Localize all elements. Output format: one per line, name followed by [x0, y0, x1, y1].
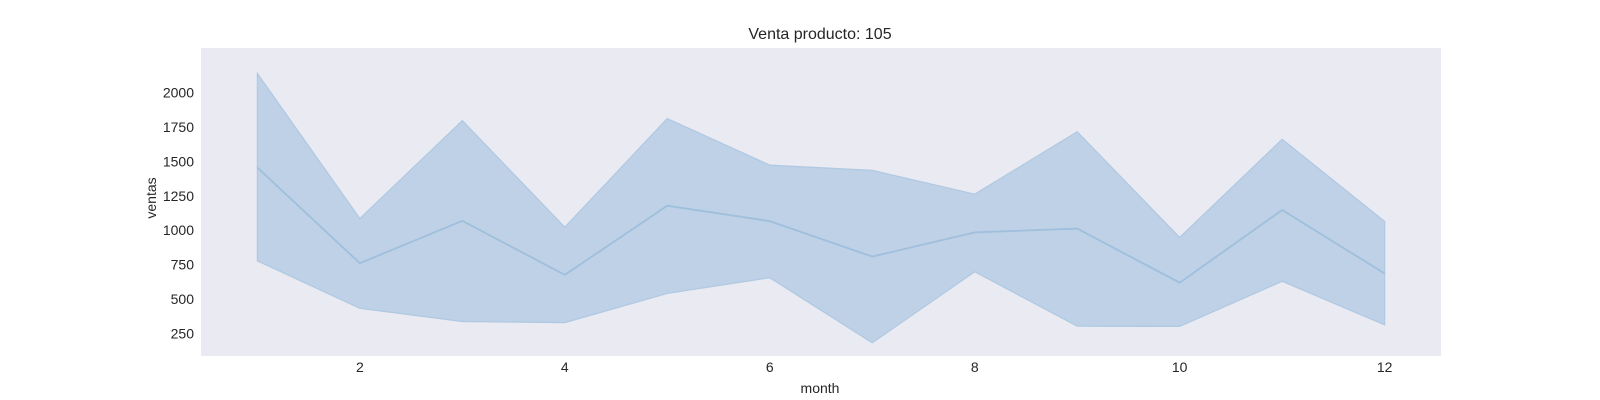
x-tick-label: 2: [356, 359, 364, 375]
chart-title: Venta producto: 105: [748, 26, 891, 43]
y-tick-label: 1250: [163, 188, 194, 204]
x-tick-label: 8: [971, 359, 979, 375]
y-tick-label: 500: [171, 291, 195, 307]
y-axis-label: ventas: [143, 177, 159, 218]
confidence-band: [256, 71, 1386, 344]
y-tick-label: 750: [171, 257, 195, 273]
y-tick-label: 1500: [163, 153, 194, 169]
y-tick-label: 1000: [163, 222, 194, 238]
y-tick-label: 2000: [163, 85, 194, 101]
series-line: [256, 166, 1386, 284]
x-tick-label: 10: [1172, 359, 1188, 375]
x-tick-label: 12: [1377, 359, 1393, 375]
x-tick-label: 4: [561, 359, 569, 375]
x-tick-label: 6: [766, 359, 774, 375]
y-tick-labels: 250 500 750 1000 1250 1500 1750 2000: [163, 85, 194, 342]
y-tick-label: 250: [171, 325, 195, 341]
x-tick-labels: 2 4 6 8 10 12: [356, 359, 1393, 375]
y-tick-label: 1750: [163, 119, 194, 135]
x-axis-label: month: [801, 380, 840, 396]
